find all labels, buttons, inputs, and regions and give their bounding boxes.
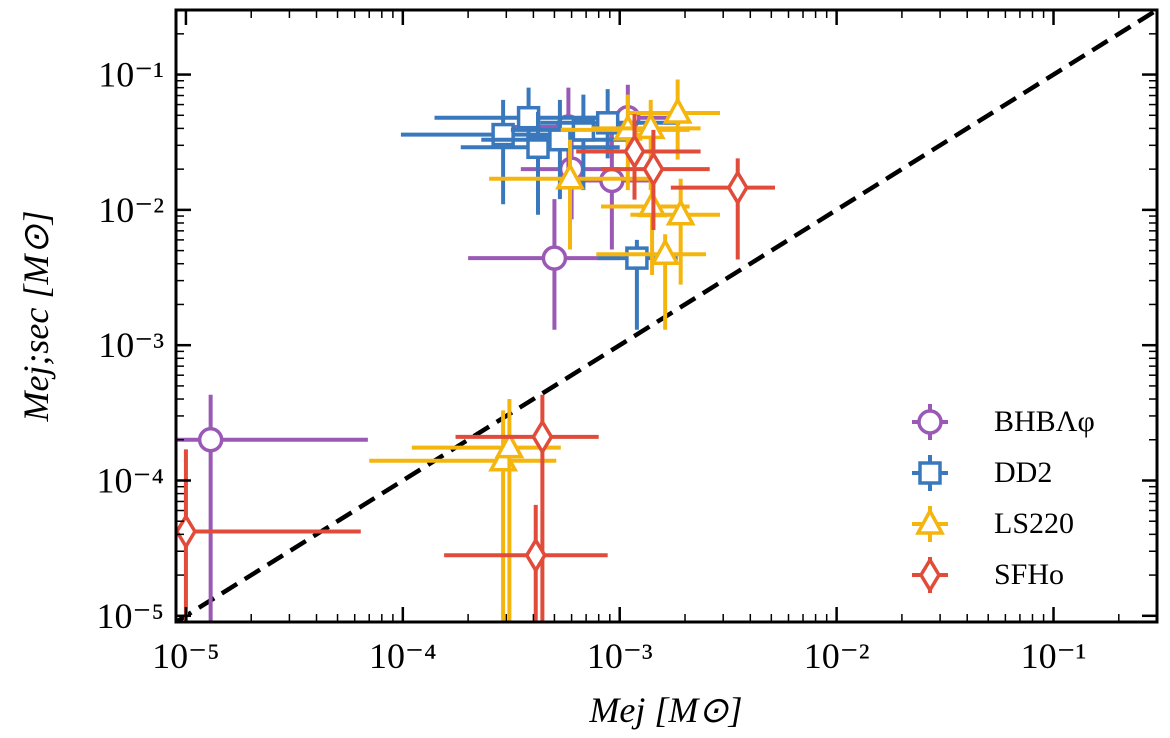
y-tick-label: 10⁻¹ — [98, 55, 164, 95]
legend-marker — [915, 507, 945, 535]
marker — [650, 237, 681, 265]
marker — [494, 430, 525, 459]
marker — [526, 135, 550, 160]
marker — [642, 150, 665, 188]
x-axis-label: Mej [M⊙] — [588, 690, 742, 730]
y-tick-label: 10⁻⁵ — [96, 596, 164, 636]
marker — [516, 105, 541, 130]
legend-label: LS220 — [994, 507, 1074, 540]
marker — [531, 418, 554, 456]
marker — [524, 536, 547, 574]
marker — [548, 127, 572, 152]
marker — [541, 245, 568, 271]
y-tick-label: 10⁻² — [98, 190, 164, 230]
marker — [176, 513, 197, 550]
y-tick-label: 10⁻⁴ — [96, 460, 164, 500]
marker — [625, 246, 649, 270]
legend-label: SFHo — [994, 558, 1064, 591]
x-tick-label: 10⁻⁵ — [152, 636, 220, 676]
marker — [555, 162, 585, 190]
plot-area — [176, 10, 1157, 622]
plot-frame — [174, 8, 1159, 624]
x-tick-label: 10⁻² — [804, 636, 870, 676]
x-tick-label: 10⁻¹ — [1021, 636, 1087, 676]
marker — [665, 198, 696, 226]
x-tick-label: 10⁻³ — [587, 636, 653, 676]
marker — [635, 111, 666, 140]
legend-marker — [918, 556, 942, 594]
marker — [726, 169, 749, 207]
y-tick-label: 10⁻³ — [98, 325, 164, 365]
legend-marker — [917, 409, 943, 435]
marker — [623, 133, 646, 170]
legend: BHBΛφ DD2 LS220 SFHo — [912, 404, 1095, 594]
marker — [197, 427, 224, 453]
legend-label: DD2 — [994, 456, 1052, 489]
y-axis-label: Mej;sec [M⊙] — [16, 210, 56, 422]
x-tick-label: 10⁻⁴ — [369, 636, 437, 676]
legend-marker — [918, 461, 942, 485]
marker — [662, 96, 693, 124]
legend-label: BHBΛφ — [994, 405, 1095, 438]
